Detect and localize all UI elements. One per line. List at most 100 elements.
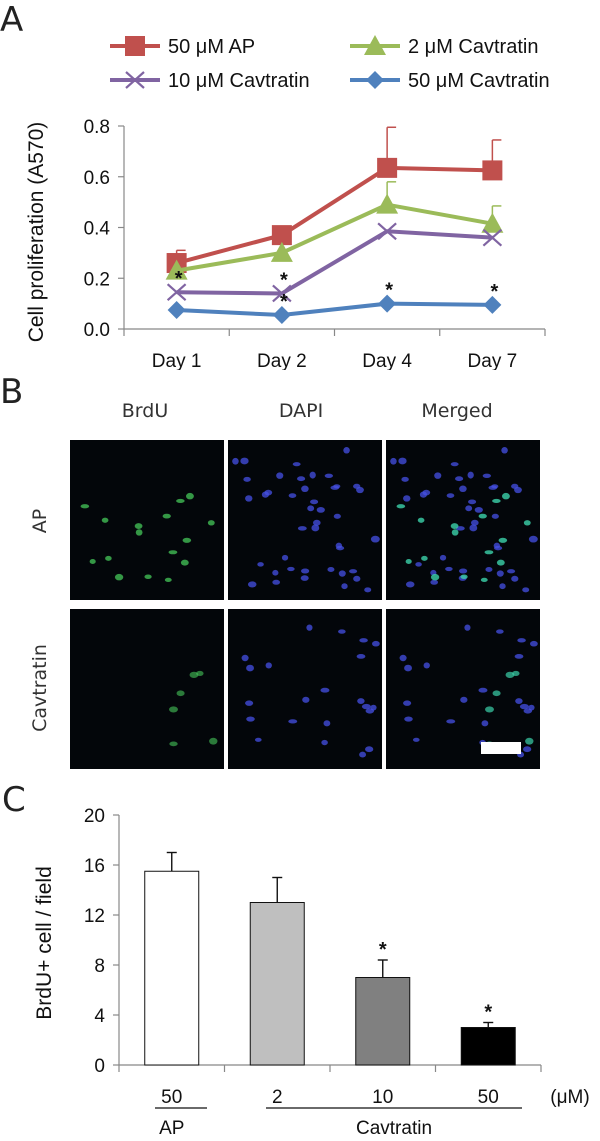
data-point [272, 306, 291, 325]
nucleus [196, 670, 204, 676]
nucleus [480, 577, 488, 583]
nucleus [321, 739, 328, 746]
nucleus [421, 555, 428, 561]
nucleus [430, 579, 439, 585]
bar [144, 870, 200, 1066]
nucleus [478, 687, 488, 693]
nucleus [511, 575, 519, 582]
series-line [176, 301, 493, 318]
data-point [377, 157, 398, 178]
nucleus [522, 587, 530, 593]
y-tick-label: 16 [84, 856, 105, 877]
column-label-brdu: BrdU [121, 400, 169, 422]
group-label-cavtratin: Cavtratin [356, 1118, 432, 1139]
nucleus [450, 462, 459, 467]
nucleus [502, 492, 510, 500]
nucleus [246, 716, 255, 722]
nucleus [288, 493, 297, 498]
significance-marker: * [280, 269, 288, 291]
nucleus [89, 559, 96, 564]
nucleus [459, 485, 467, 493]
legend-label: 10 μM Cavtratin [168, 70, 310, 92]
x-axis-labels: 50 2 10 50 (μM) AP Cavtratin [155, 1087, 590, 1139]
nucleus [523, 708, 533, 714]
nucleus [401, 476, 409, 482]
micrograph-image [169, 670, 218, 747]
nucleus [482, 473, 492, 478]
panel-letter-c: C [2, 780, 26, 820]
nucleus [492, 498, 501, 504]
nucleus [494, 545, 503, 551]
x-tick-label: Day 4 [362, 351, 412, 370]
nucleus [469, 524, 478, 532]
nucleus [412, 737, 420, 742]
significance-marker: * [484, 1002, 492, 1024]
nucleus [434, 472, 442, 479]
nucleus [511, 483, 519, 489]
significance-marker: * [379, 939, 387, 961]
nucleus [415, 562, 422, 567]
nucleus [403, 700, 412, 706]
nucleus [530, 640, 538, 647]
column-label-dapi: DAPI [278, 400, 324, 422]
significance-marker: * [175, 268, 183, 290]
nucleus [338, 570, 346, 577]
nucleus [417, 517, 425, 523]
nucleus [525, 737, 534, 745]
nucleus [372, 640, 380, 647]
nucleus [300, 575, 309, 581]
nucleus [459, 568, 468, 574]
scale-bar [481, 742, 521, 754]
legend-item: 50 μM Cavtratin [350, 70, 550, 92]
nucleus [254, 737, 262, 742]
nucleus [439, 554, 447, 561]
nucleus [333, 484, 341, 489]
nucleus [301, 485, 309, 493]
data-point [377, 222, 397, 241]
nucleus [356, 653, 366, 659]
nucleus [491, 484, 499, 489]
nucleus [455, 476, 464, 482]
x-tick-label: 50 [478, 1087, 499, 1108]
nucleus [464, 624, 471, 631]
nucleus [423, 662, 430, 669]
nucleus [164, 577, 172, 583]
x-tick-label: Day 1 [152, 351, 202, 370]
nucleus [309, 471, 316, 479]
nucleus [478, 513, 487, 519]
micrograph-ap-merged [386, 440, 540, 600]
nucleus [324, 473, 334, 478]
x-tick-label: 50 [161, 1087, 182, 1108]
significance-marker: * [280, 291, 288, 313]
nucleus [245, 700, 254, 706]
nucleus [281, 554, 289, 561]
nucleus [512, 670, 520, 676]
nucleus [144, 574, 152, 580]
nucleus [341, 583, 348, 590]
nucleus [135, 529, 143, 536]
panel-letter-a: A [0, 0, 24, 40]
y-tick-label: 0.8 [84, 117, 110, 138]
nucleus [301, 568, 310, 574]
data-point [270, 241, 293, 262]
legend-swatch-marker [366, 71, 384, 89]
nucleus [323, 720, 331, 727]
chart-legend: 50 μM AP 2 μM Cavtratin 10 μM Cavtratin 50 … [110, 35, 550, 92]
nucleus [405, 559, 412, 564]
nucleus [496, 629, 504, 634]
micrograph-image [390, 446, 538, 593]
nucleus [243, 476, 251, 482]
nucleus [485, 706, 494, 713]
nucleus [365, 708, 375, 714]
nucleus [327, 567, 335, 572]
nucleus [176, 498, 185, 504]
nucleus [465, 505, 473, 512]
nucleus [498, 537, 508, 543]
nucleus [264, 489, 273, 496]
nucleus [353, 575, 361, 582]
data-point [272, 284, 292, 303]
nucleus [292, 462, 301, 467]
y-tick-label: 8 [94, 956, 105, 977]
nucleus [523, 746, 532, 753]
nucleus [105, 555, 112, 561]
